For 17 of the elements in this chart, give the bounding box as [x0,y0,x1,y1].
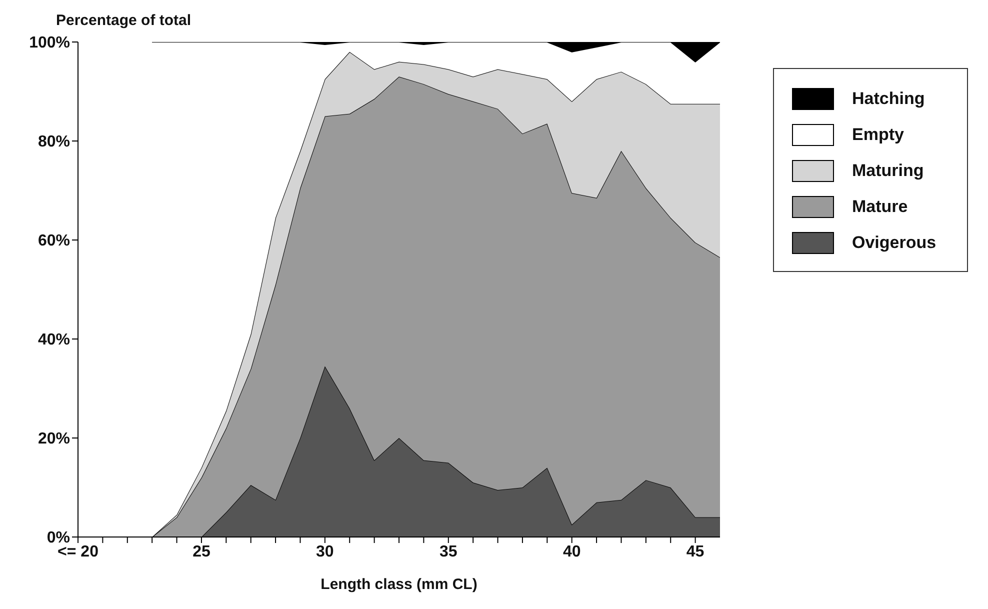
y-tick-label: 80% [38,134,70,151]
legend-label: Hatching [852,89,925,109]
x-axis-title: Length class (mm CL) [320,576,478,593]
x-tick-label: 35 [439,543,458,560]
y-tick-label: 100% [29,34,70,52]
y-tick-label: 60% [38,232,70,250]
legend-label: Ovigerous [852,233,936,253]
x-tick-label: 30 [316,543,334,560]
legend-label: Empty [852,125,904,145]
y-tick-label: 20% [38,430,70,448]
legend-label: Mature [852,197,908,217]
y-axis-title: Percentage of total [56,12,192,29]
legend-label: Maturing [852,161,924,181]
x-tick-label: 45 [686,543,704,560]
x-tick-label: 40 [562,543,581,560]
y-tick-label: 40% [38,332,70,349]
x-tick-label: 25 [192,543,210,560]
